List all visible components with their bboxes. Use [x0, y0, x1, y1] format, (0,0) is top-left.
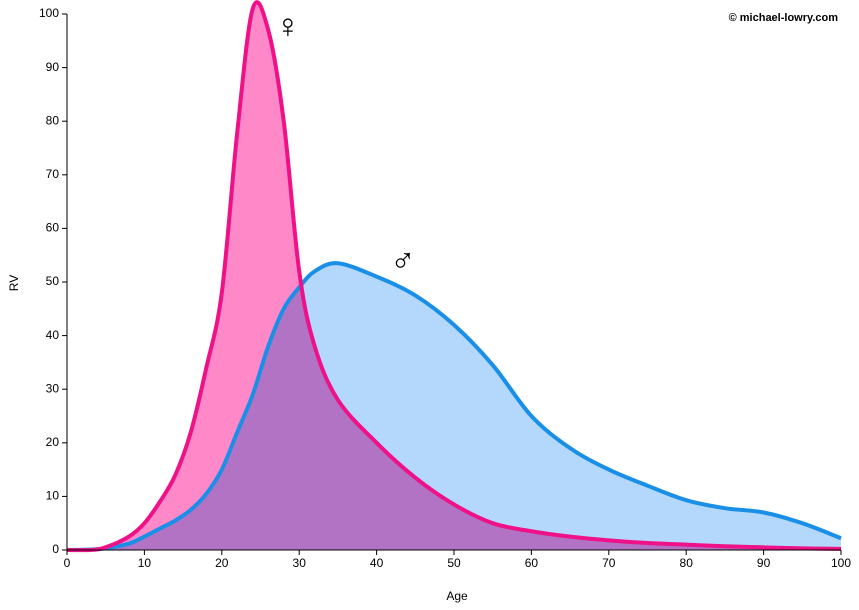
x-tick-label: 100: [831, 556, 851, 570]
x-tick-label: 60: [525, 556, 539, 570]
x-tick-label: 20: [215, 556, 229, 570]
y-tick-label: 100: [39, 6, 59, 20]
series-line: [66, 0, 842, 553]
x-tick-label: 0: [64, 556, 71, 570]
y-tick-label: 10: [46, 489, 60, 503]
y-tick-label: 50: [46, 274, 60, 288]
x-axis-label: Age: [446, 589, 468, 603]
x-tick-label: 70: [602, 556, 616, 570]
y-tick-label: 0: [52, 542, 59, 556]
x-tick-label: 40: [370, 556, 384, 570]
y-tick-label: 60: [46, 221, 60, 235]
y-tick-label: 80: [46, 113, 60, 127]
credit: © michael-lowry.com: [729, 12, 839, 24]
series-label: ♂: [390, 242, 416, 280]
y-tick-label: 90: [46, 60, 60, 74]
y-tick-label: 30: [46, 381, 60, 395]
x-tick-label: 80: [680, 556, 694, 570]
x-tick-label: 10: [138, 556, 152, 570]
x-tick-label: 90: [757, 556, 771, 570]
y-tick-label: 40: [46, 328, 60, 342]
series-line: [66, 261, 842, 552]
area-fill: [67, 2, 841, 551]
y-tick-label: 20: [46, 435, 60, 449]
series-label: ♀: [275, 8, 301, 46]
y-tick-label: 70: [46, 167, 60, 181]
x-tick-label: 30: [293, 556, 307, 570]
y-axis-label: RV: [7, 275, 21, 291]
x-tick-label: 50: [447, 556, 461, 570]
